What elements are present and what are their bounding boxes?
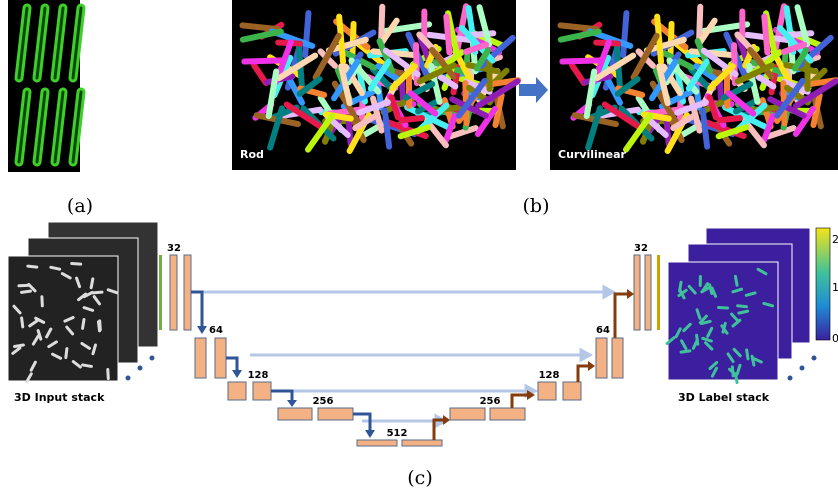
figure: (a) Rod Curvilinear (b) 3D Input stack 2… (0, 0, 838, 494)
channel-label: 128 (539, 370, 560, 381)
channel-label: 64 (596, 325, 610, 336)
channel-label: 256 (313, 396, 334, 407)
channel-label: 128 (248, 370, 269, 381)
input-label: 3D Input stack (14, 391, 105, 404)
rod-label: Rod (240, 148, 264, 161)
caption-a: (a) (67, 195, 93, 217)
channel-label: 256 (480, 396, 501, 407)
label-stack (667, 228, 816, 383)
unet (159, 255, 660, 446)
channel-label: 32 (634, 243, 648, 254)
channel-label: 64 (209, 325, 223, 336)
colorbar-tick: 2 (832, 233, 838, 246)
channel-label: 32 (167, 243, 181, 254)
channel-label: 512 (387, 428, 408, 439)
caption-c: (c) (407, 467, 432, 489)
colorbar-tick: 1 (832, 281, 838, 294)
output-label: 3D Label stack (678, 391, 770, 404)
arrow (519, 77, 548, 103)
colorbar (816, 228, 830, 340)
input-stack (8, 222, 158, 382)
caption-b: (b) (523, 195, 550, 217)
colorbar-tick: 0 (832, 332, 838, 345)
curvilinear-label: Curvilinear (558, 148, 627, 161)
